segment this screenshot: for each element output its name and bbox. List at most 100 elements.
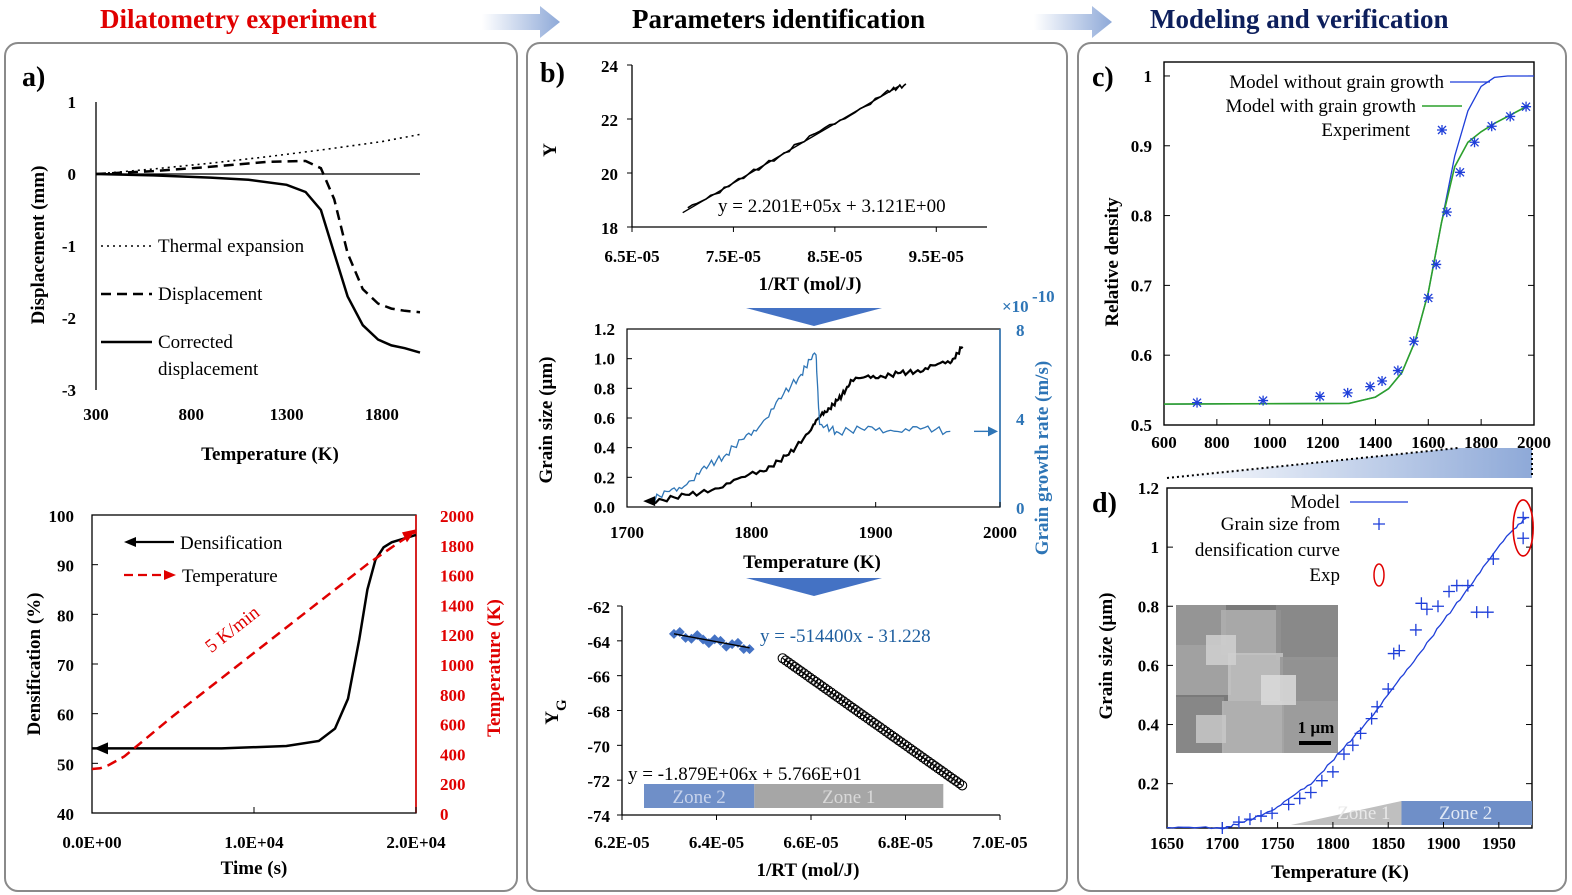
y2-multiplier: ×10 bbox=[1002, 297, 1029, 316]
y-tick-label: 18 bbox=[601, 219, 618, 238]
exp-ellipse bbox=[1512, 499, 1534, 557]
panel-label-c: c) bbox=[1092, 62, 1114, 93]
header-modeling: Modeling and verification bbox=[1150, 4, 1449, 34]
x-tick-label: 0.0E+00 bbox=[62, 833, 121, 852]
grain-size-point bbox=[1243, 813, 1256, 826]
grain-size-point bbox=[1282, 798, 1295, 811]
header-parameters: Parameters identification bbox=[632, 4, 926, 34]
chart-b-bottom: -62 -64 -66 -68 -70 -72 -74 6.2E-05 6.4E-05 6.6E-… bbox=[542, 578, 1028, 881]
zone-1-label: Zone 1 bbox=[822, 787, 875, 808]
series-line-dashed bbox=[95, 159, 421, 314]
x-tick-label: 1300 bbox=[270, 405, 304, 424]
zone-2-point bbox=[744, 644, 755, 655]
y-tick-label: 1 bbox=[1151, 538, 1160, 557]
y-tick-label: 0.2 bbox=[1138, 775, 1159, 794]
zone-1-fit-line bbox=[782, 657, 963, 786]
x-tick-label: 2000 bbox=[1517, 433, 1551, 452]
fit-line bbox=[682, 84, 902, 214]
experiment-point bbox=[1377, 376, 1388, 387]
zone-2-fit-line bbox=[673, 633, 750, 649]
y2-axis-label: Temperature (K) bbox=[484, 599, 505, 737]
legend-label-grain-2: densification curve bbox=[1195, 540, 1340, 561]
sem-grain bbox=[1196, 715, 1226, 743]
experiment-point bbox=[1314, 391, 1325, 402]
y-axis-label: Y bbox=[540, 143, 561, 157]
grain-size-point bbox=[1293, 792, 1306, 805]
grain-size-point bbox=[1470, 606, 1483, 619]
y2-tick-label: 200 bbox=[440, 775, 466, 794]
sem-grain bbox=[1222, 701, 1284, 753]
legend-plus-icon bbox=[1373, 518, 1385, 530]
y-tick-label: 0.4 bbox=[594, 439, 616, 458]
arrow-right-icon-2 bbox=[1034, 6, 1112, 38]
zoom-connector-left bbox=[1166, 447, 1459, 479]
x-axis-label: 1/RT (mol/J) bbox=[757, 860, 860, 881]
x-axis-label: Time (s) bbox=[221, 858, 288, 879]
x-tick-label: 6.5E-05 bbox=[604, 247, 659, 266]
y-tick-label: -62 bbox=[587, 598, 610, 617]
x-tick-label: 1950 bbox=[1482, 834, 1516, 853]
y-tick-label: -72 bbox=[587, 772, 610, 791]
x-tick-label: 8.5E-05 bbox=[807, 247, 862, 266]
chart-b-middle: 0.0 0.2 0.4 0.6 0.8 1.0 1.2 0 4 8 ×10-10 1700 1800 19… bbox=[536, 287, 1055, 573]
legend-asterisk-icon bbox=[1437, 125, 1447, 135]
y2-tick-label: 1000 bbox=[440, 656, 474, 675]
x-tick-label: 1000 bbox=[1253, 433, 1287, 452]
x-tick-label: 9.5E-05 bbox=[909, 247, 964, 266]
y2-tick-label: 0 bbox=[1016, 499, 1025, 518]
densification-line bbox=[92, 533, 417, 750]
inset-scale-bar bbox=[1299, 741, 1331, 745]
y-tick-label: 0.6 bbox=[1131, 346, 1152, 365]
x-tick-label: 1600 bbox=[1411, 433, 1445, 452]
x-tick-label: 6.2E-05 bbox=[594, 833, 649, 852]
x-tick-label: 1.0E+04 bbox=[224, 833, 284, 852]
x-tick-label: 800 bbox=[179, 405, 205, 424]
legend-label-model-with: Model with grain growth bbox=[1225, 96, 1416, 117]
model-with-growth-line bbox=[1163, 104, 1530, 405]
legend-arrow-icon bbox=[124, 537, 136, 547]
y2-tick-label: 1200 bbox=[440, 626, 474, 645]
x-tick-label: 7.5E-05 bbox=[706, 247, 761, 266]
x-tick-label: 1200 bbox=[1306, 433, 1340, 452]
chart-a-bottom: 4050607080901000200400600800100012001400… bbox=[24, 507, 505, 879]
y-tick-label: 0.8 bbox=[1138, 597, 1159, 616]
y-tick-label: 100 bbox=[49, 507, 75, 526]
grain-size-point bbox=[1216, 822, 1229, 834]
zone-1-point bbox=[954, 778, 965, 789]
x-axis-label: Temperature (K) bbox=[201, 444, 339, 465]
legend-label-model: Model bbox=[1290, 492, 1340, 513]
legend-label-exp: Exp bbox=[1309, 565, 1340, 586]
plot-frame bbox=[1166, 487, 1533, 829]
grain-size-point bbox=[1346, 739, 1359, 752]
densification-arrowhead bbox=[94, 742, 108, 755]
y-tick-label: 1 bbox=[1144, 67, 1153, 86]
grain-arrowhead bbox=[643, 496, 656, 507]
grain-size-point bbox=[1382, 683, 1395, 696]
x-tick-label: 300 bbox=[83, 405, 109, 424]
zone-2-bar bbox=[644, 784, 755, 808]
y-tick-label: 70 bbox=[57, 656, 74, 675]
zone-1-bar bbox=[1290, 801, 1402, 825]
y2-exponent: -10 bbox=[1032, 287, 1055, 306]
y2-tick-label: 1800 bbox=[440, 537, 474, 556]
x-tick-label: 1800 bbox=[734, 523, 768, 542]
y-tick-label: -1 bbox=[62, 237, 76, 256]
y2-tick-label: 0 bbox=[440, 805, 449, 824]
y-axis-label: YG bbox=[542, 699, 570, 725]
x-tick-label: 1900 bbox=[859, 523, 893, 542]
temperature-line bbox=[91, 530, 417, 771]
grain-size-point bbox=[1232, 816, 1245, 829]
grain-size-point bbox=[1266, 807, 1279, 820]
grain-size-point bbox=[1487, 552, 1500, 565]
x-tick-label: 1750 bbox=[1261, 834, 1295, 853]
temperature-arrowhead bbox=[402, 529, 416, 543]
grain-size-point bbox=[1450, 579, 1463, 592]
y-tick-label: 0.6 bbox=[1138, 656, 1159, 675]
zone-2-bar bbox=[1401, 801, 1532, 825]
legend-label-experiment: Experiment bbox=[1321, 120, 1410, 141]
grain-size-point bbox=[1393, 644, 1406, 657]
x-tick-label: 6.4E-05 bbox=[689, 833, 744, 852]
grain-size-point bbox=[1255, 810, 1268, 823]
experiment-point bbox=[1365, 381, 1376, 392]
